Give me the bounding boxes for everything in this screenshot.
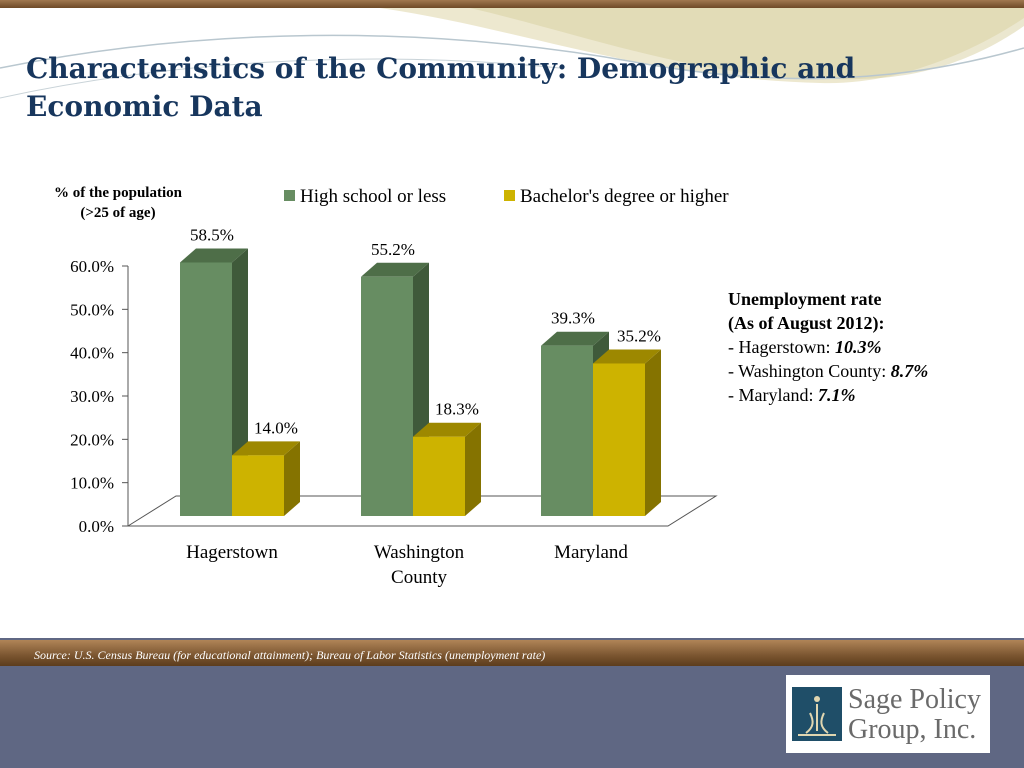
data-label: 58.5% xyxy=(190,226,234,245)
category-label: County xyxy=(391,567,447,588)
unemployment-item-value: 10.3% xyxy=(834,337,882,357)
unemployment-item-value: 7.1% xyxy=(817,385,856,405)
top-border xyxy=(0,0,1024,8)
y-axis-title: (>25 of age) xyxy=(80,205,155,221)
unemployment-item-label: - Maryland: xyxy=(728,385,818,405)
unemployment-item-hagerstown: - Hagerstown: 10.3% xyxy=(728,335,1018,359)
data-label: 14.0% xyxy=(254,418,298,437)
data-label: 39.3% xyxy=(551,309,595,328)
y-tick-label: 30.0% xyxy=(70,387,114,406)
bar-top xyxy=(593,349,661,364)
bar xyxy=(593,363,645,516)
unemployment-item-label: - Hagerstown: xyxy=(728,337,835,357)
legend-swatch xyxy=(284,190,295,201)
y-tick-label: 0.0% xyxy=(79,517,114,536)
legend-label: Bachelor's degree or higher xyxy=(520,186,729,207)
unemployment-heading-1: Unemployment rate xyxy=(728,289,882,309)
unemployment-item-washington-county: - Washington County: 8.7% xyxy=(728,359,1018,383)
sage-policy-logo: Sage Policy Group, Inc. xyxy=(786,675,990,753)
unemployment-item-value: 8.7% xyxy=(890,361,929,381)
source-note: Source: U.S. Census Bureau (for educatio… xyxy=(34,648,546,662)
data-label: 35.2% xyxy=(617,326,661,345)
y-tick-label: 20.0% xyxy=(70,430,114,449)
unemployment-item-maryland: - Maryland: 7.1% xyxy=(728,383,1018,407)
bar-top xyxy=(180,248,248,263)
bar xyxy=(413,436,465,516)
bar-side xyxy=(284,441,300,516)
bar-top xyxy=(413,422,481,437)
bar xyxy=(232,455,284,516)
y-tick-label: 10.0% xyxy=(70,474,114,493)
bar-chart: 0.0% 10.0% 20.0% 30.0% 40.0% 50.0% 60.0% % of t… xyxy=(54,185,729,588)
data-label: 55.2% xyxy=(371,240,415,259)
category-label: Hagerstown xyxy=(186,542,278,563)
data-label: 18.3% xyxy=(435,400,479,419)
header-swoosh xyxy=(0,8,1024,99)
y-tick-label: 40.0% xyxy=(70,344,114,363)
bar-top xyxy=(361,262,429,277)
slide-title: Characteristics of the Community: Demogr… xyxy=(26,52,856,123)
y-tick-label: 50.0% xyxy=(70,300,114,319)
category-label: Maryland xyxy=(554,542,628,563)
category-label: Washington xyxy=(374,542,465,563)
bar-top xyxy=(541,331,609,346)
legend-label: High school or less xyxy=(300,186,446,207)
legend-swatch xyxy=(504,190,515,201)
bar xyxy=(541,345,593,516)
bar xyxy=(361,276,413,516)
y-tick-label: 60.0% xyxy=(70,257,114,276)
bar-top xyxy=(232,441,300,456)
bar xyxy=(180,262,232,516)
y-axis-title: % of the population xyxy=(54,185,183,201)
bar-side xyxy=(645,349,661,516)
unemployment-item-label: - Washington County: xyxy=(728,361,891,381)
unemployment-box: Unemployment rate (As of August 2012): -… xyxy=(728,287,1018,407)
sage-logo-icon xyxy=(792,687,842,741)
bar-side xyxy=(465,422,481,516)
source-bar xyxy=(0,640,1024,666)
unemployment-heading-2: (As of August 2012): xyxy=(728,313,885,333)
logo-text: Sage Policy Group, Inc. xyxy=(848,684,981,745)
